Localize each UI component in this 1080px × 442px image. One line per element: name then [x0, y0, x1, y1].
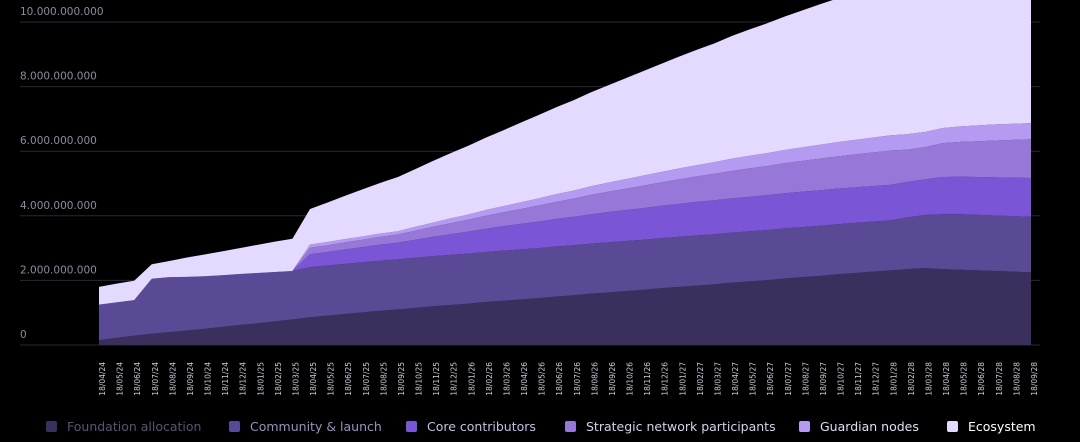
x-tick-label: 18/01/26	[467, 362, 476, 396]
legend-swatch	[229, 420, 240, 432]
x-tick-label: 18/08/28	[1012, 362, 1021, 396]
x-tick-label: 18/06/25	[344, 362, 353, 396]
x-tick-label: 18/11/25	[432, 362, 441, 396]
x-tick-label: 18/06/24	[133, 362, 142, 396]
x-tick-label: 18/05/26	[538, 362, 547, 396]
x-tick-label: 18/01/28	[889, 362, 898, 396]
x-tick-label: 18/09/25	[397, 362, 406, 396]
y-tick-label: 6.000.000.000	[20, 135, 97, 147]
x-tick-label: 18/07/25	[362, 362, 371, 396]
x-tick-label: 18/05/28	[960, 362, 969, 396]
x-tick-label: 18/12/27	[872, 362, 881, 396]
x-tick-label: 18/05/24	[116, 362, 125, 396]
area-strategic-network-participants	[99, 139, 1031, 305]
legend-swatch	[799, 420, 810, 432]
x-tick-label: 18/03/28	[924, 362, 933, 396]
x-tick-label: 18/09/24	[186, 362, 195, 396]
x-tick-label: 18/02/25	[274, 362, 283, 396]
x-tick-label: 18/07/28	[995, 362, 1004, 396]
x-tick-label: 18/10/25	[415, 362, 424, 396]
legend-item-strategic-network-participants: Strategic network participants	[565, 414, 776, 438]
legend-item-ecosystem: Ecosystem	[947, 414, 1036, 438]
x-tick-label: 18/09/27	[819, 362, 828, 396]
x-tick-label: 18/08/25	[379, 362, 388, 396]
x-tick-label: 18/10/27	[837, 362, 846, 396]
x-tick-label: 18/03/27	[713, 362, 722, 396]
x-tick-label: 18/08/27	[801, 362, 810, 396]
x-tick-label: 18/03/26	[502, 362, 511, 396]
x-tick-label: 18/08/26	[590, 362, 599, 396]
area-community-launch	[99, 214, 1031, 341]
legend-item-community-launch: Community & launch	[229, 414, 382, 438]
chart-legend: Foundation allocation Community & launch C…	[0, 414, 1080, 438]
x-tick-label: 18/12/24	[239, 362, 248, 396]
legend-label: Foundation allocation	[67, 418, 202, 434]
x-tick-label: 18/11/26	[643, 362, 652, 396]
area-ecosystem	[99, 0, 1031, 305]
y-tick-label: 2.000.000.000	[20, 264, 97, 276]
y-tick-label: 8.000.000.000	[20, 71, 97, 83]
x-tick-label: 18/06/26	[555, 362, 564, 396]
area-core-contributors	[99, 176, 1031, 305]
x-tick-label: 18/12/25	[450, 362, 459, 396]
x-tick-label: 18/11/27	[854, 362, 863, 396]
x-tick-label: 18/07/26	[573, 362, 582, 396]
legend-label: Strategic network participants	[586, 418, 776, 434]
x-tick-label: 18/09/26	[608, 362, 617, 396]
x-tick-label: 18/01/25	[256, 362, 265, 396]
y-tick-label: 4.000.000.000	[20, 200, 97, 212]
x-tick-label: 18/02/27	[696, 362, 705, 396]
legend-item-foundation-allocation: Foundation allocation	[46, 414, 201, 438]
legend-label: Ecosystem	[968, 418, 1036, 434]
x-tick-label: 18/09/28	[1030, 362, 1039, 396]
legend-label: Community & launch	[250, 418, 382, 434]
x-tick-label: 18/05/27	[749, 362, 758, 396]
x-tick-label: 18/10/26	[626, 362, 635, 396]
legend-item-guardian-nodes: Guardian nodes	[799, 414, 919, 438]
x-tick-label: 18/04/28	[942, 362, 951, 396]
y-tick-label: 10.000.000.000	[20, 6, 104, 18]
legend-swatch	[565, 420, 576, 432]
area-guardian-nodes	[99, 123, 1031, 305]
x-tick-label: 18/07/27	[784, 362, 793, 396]
x-tick-label: 18/10/24	[204, 362, 213, 396]
x-tick-label: 18/04/27	[731, 362, 740, 396]
x-tick-label: 18/08/24	[168, 362, 177, 396]
legend-item-core-contributors: Core contributors	[406, 414, 536, 438]
x-tick-label: 18/02/28	[907, 362, 916, 396]
legend-swatch	[406, 420, 417, 432]
x-tick-label: 18/07/24	[151, 362, 160, 396]
x-tick-label: 18/12/26	[661, 362, 670, 396]
x-tick-label: 18/06/28	[977, 362, 986, 396]
x-tick-label: 18/04/25	[309, 362, 318, 396]
y-tick-label: 0	[20, 329, 27, 341]
legend-label: Core contributors	[427, 418, 536, 434]
legend-label: Guardian nodes	[820, 418, 919, 434]
x-tick-label: 18/11/24	[221, 362, 230, 396]
x-tick-label: 18/04/26	[520, 362, 529, 396]
legend-swatch	[947, 420, 958, 432]
area-foundation-allocation	[99, 268, 1031, 345]
x-tick-label: 18/01/27	[678, 362, 687, 396]
x-tick-label: 18/05/25	[327, 362, 336, 396]
legend-swatch	[46, 420, 57, 432]
x-tick-label: 18/02/26	[485, 362, 494, 396]
x-tick-label: 18/06/27	[766, 362, 775, 396]
x-tick-label: 18/04/24	[98, 362, 107, 396]
x-tick-label: 18/03/25	[291, 362, 300, 396]
